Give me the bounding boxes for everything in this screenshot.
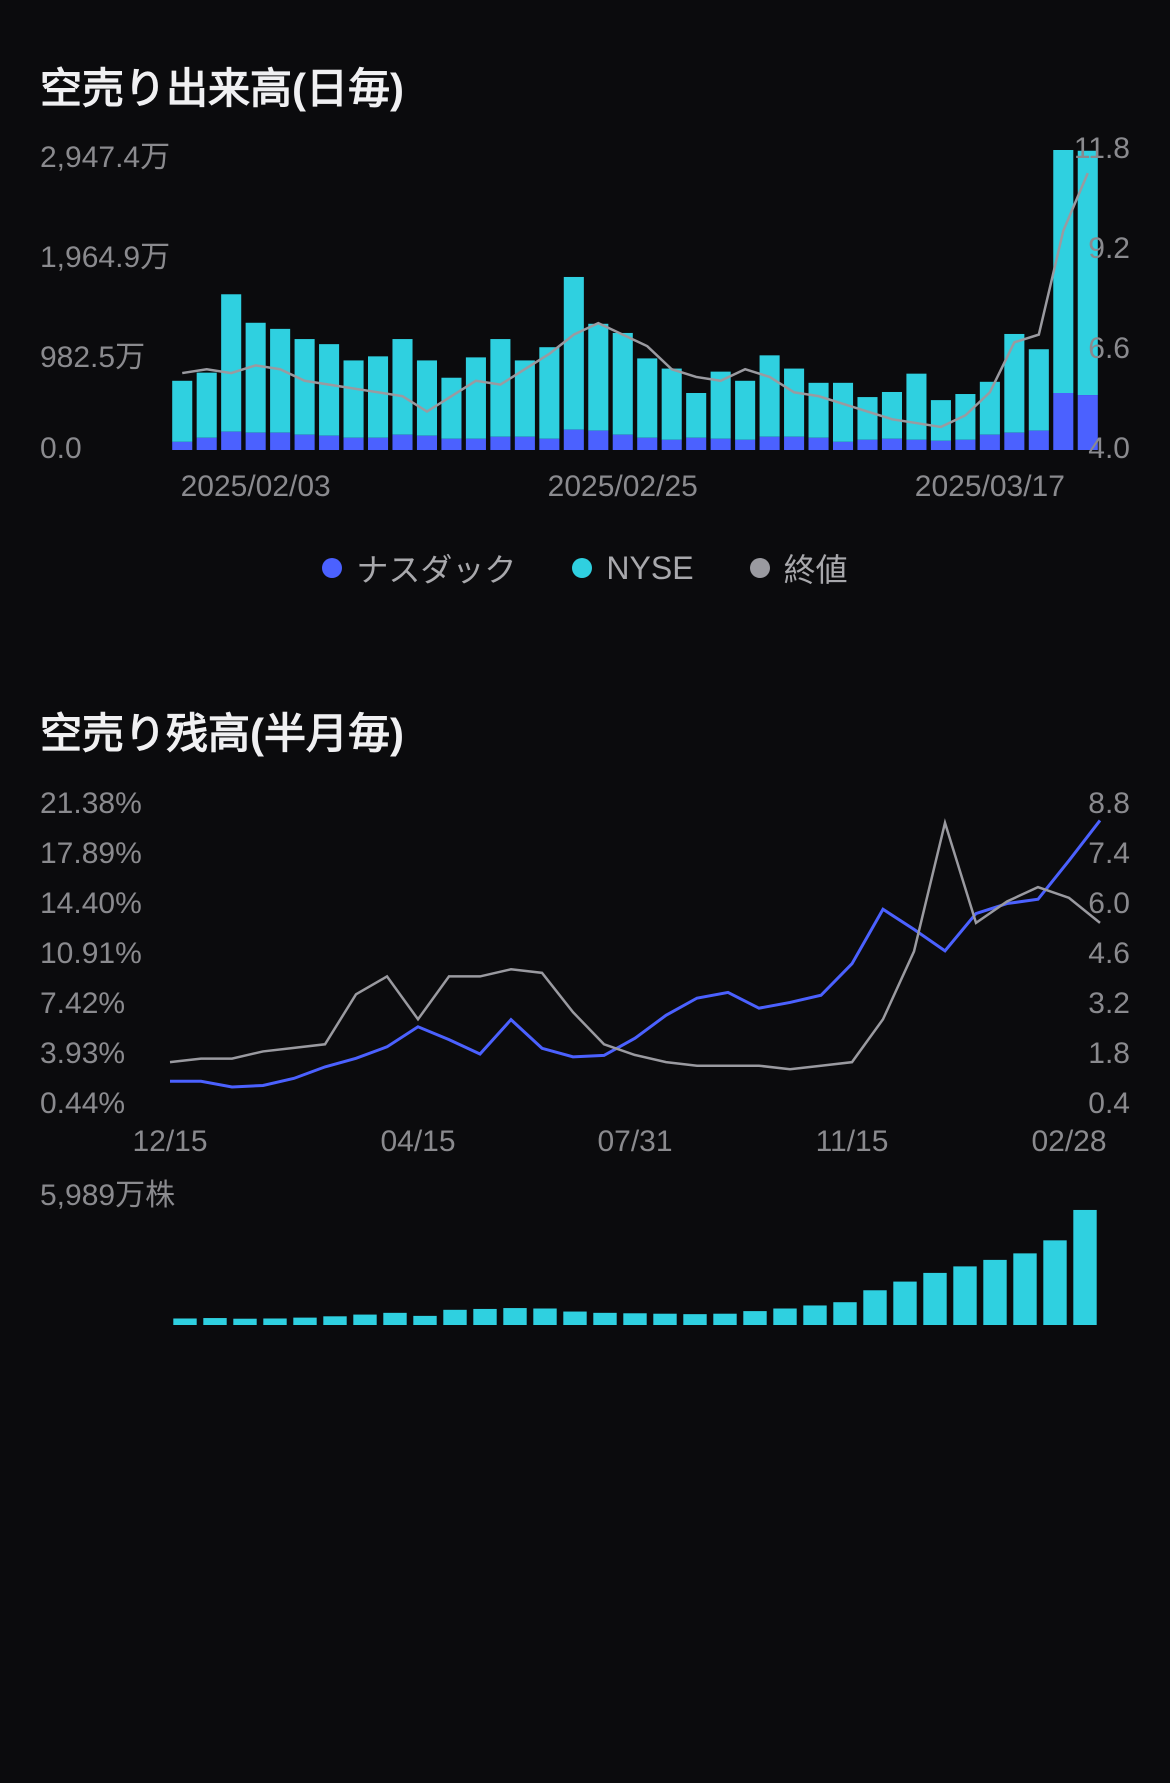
chart1-svg	[0, 150, 1170, 450]
chart1-ylabel-left: 0.0	[40, 432, 82, 466]
chart2-svg	[0, 805, 1170, 1105]
chart1-ylabel-right: 4.0	[1088, 432, 1130, 466]
chart1-legend: ナスダック NYSE 終値	[0, 545, 1170, 591]
short-interest-section: 空売り残高(半月毎)	[0, 700, 1170, 761]
chart1-ylabel-left: 982.5万	[40, 332, 145, 376]
chart2-ylabel-left: 14.40%	[40, 887, 142, 921]
chart1-ylabel-left: 2,947.4万	[40, 132, 170, 176]
chart2-ylabel-right: 3.2	[1088, 987, 1130, 1021]
chart1-ylabel-right: 11.8	[1074, 132, 1130, 166]
chart1: 0.0982.5万1,964.9万2,947.4万 4.06.69.211.8	[0, 150, 1170, 450]
legend-label-nyse: NYSE	[606, 550, 693, 587]
legend-label-close: 終値	[784, 545, 848, 591]
legend-dot-nyse	[572, 558, 592, 578]
chart2-ylabel-right: 0.4	[1088, 1087, 1130, 1121]
chart2-ylabel-left: 21.38%	[40, 787, 142, 821]
chart2-ylabel-right: 7.4	[1088, 837, 1130, 871]
chart1-xlabel: 2025/03/17	[915, 470, 1065, 504]
chart1-x-axis: 2025/02/03 2025/02/25 2025/03/17	[0, 470, 1170, 510]
chart2-ylabel-left: 10.91%	[40, 937, 142, 971]
chart2-xlabel: 11/15	[816, 1125, 889, 1159]
chart2-ylabel-left: 17.89%	[40, 837, 142, 871]
chart3	[0, 1195, 1170, 1325]
chart2-xlabel: 07/31	[597, 1125, 672, 1159]
legend-label-nasdaq: ナスダック	[356, 545, 516, 591]
chart2-ylabel-left: 0.44%	[40, 1087, 125, 1121]
chart1-ylabel-left: 1,964.9万	[40, 232, 170, 276]
legend-nyse[interactable]: NYSE	[572, 550, 693, 587]
chart2-ylabel-left: 7.42%	[40, 987, 125, 1021]
chart2-xlabel: 12/15	[132, 1125, 207, 1159]
chart1-title: 空売り出来高(日毎)	[0, 55, 1170, 116]
chart2-ylabel-right: 1.8	[1088, 1037, 1130, 1071]
chart2-ylabel-right: 4.6	[1088, 937, 1130, 971]
chart3-svg	[0, 1195, 1170, 1325]
legend-dot-close	[750, 558, 770, 578]
chart2-x-axis: 12/15 04/15 07/31 11/15 02/28	[0, 1125, 1170, 1165]
chart2-title: 空売り残高(半月毎)	[0, 700, 1170, 761]
chart2: 0.44%3.93%7.42%10.91%14.40%17.89%21.38% …	[0, 805, 1170, 1105]
chart1-xlabel: 2025/02/03	[181, 470, 331, 504]
chart2-ylabel-right: 6.0	[1088, 887, 1130, 921]
legend-close[interactable]: 終値	[750, 545, 848, 591]
legend-dot-nasdaq	[322, 558, 342, 578]
chart2-xlabel: 02/28	[1031, 1125, 1106, 1159]
chart1-xlabel: 2025/02/25	[548, 470, 698, 504]
chart1-ylabel-right: 6.6	[1088, 332, 1130, 366]
short-volume-section: 空売り出来高(日毎)	[0, 55, 1170, 116]
chart1-ylabel-right: 9.2	[1088, 232, 1130, 266]
chart2-ylabel-right: 8.8	[1088, 787, 1130, 821]
legend-nasdaq[interactable]: ナスダック	[322, 545, 516, 591]
chart2-xlabel: 04/15	[380, 1125, 455, 1159]
chart2-ylabel-left: 3.93%	[40, 1037, 125, 1071]
